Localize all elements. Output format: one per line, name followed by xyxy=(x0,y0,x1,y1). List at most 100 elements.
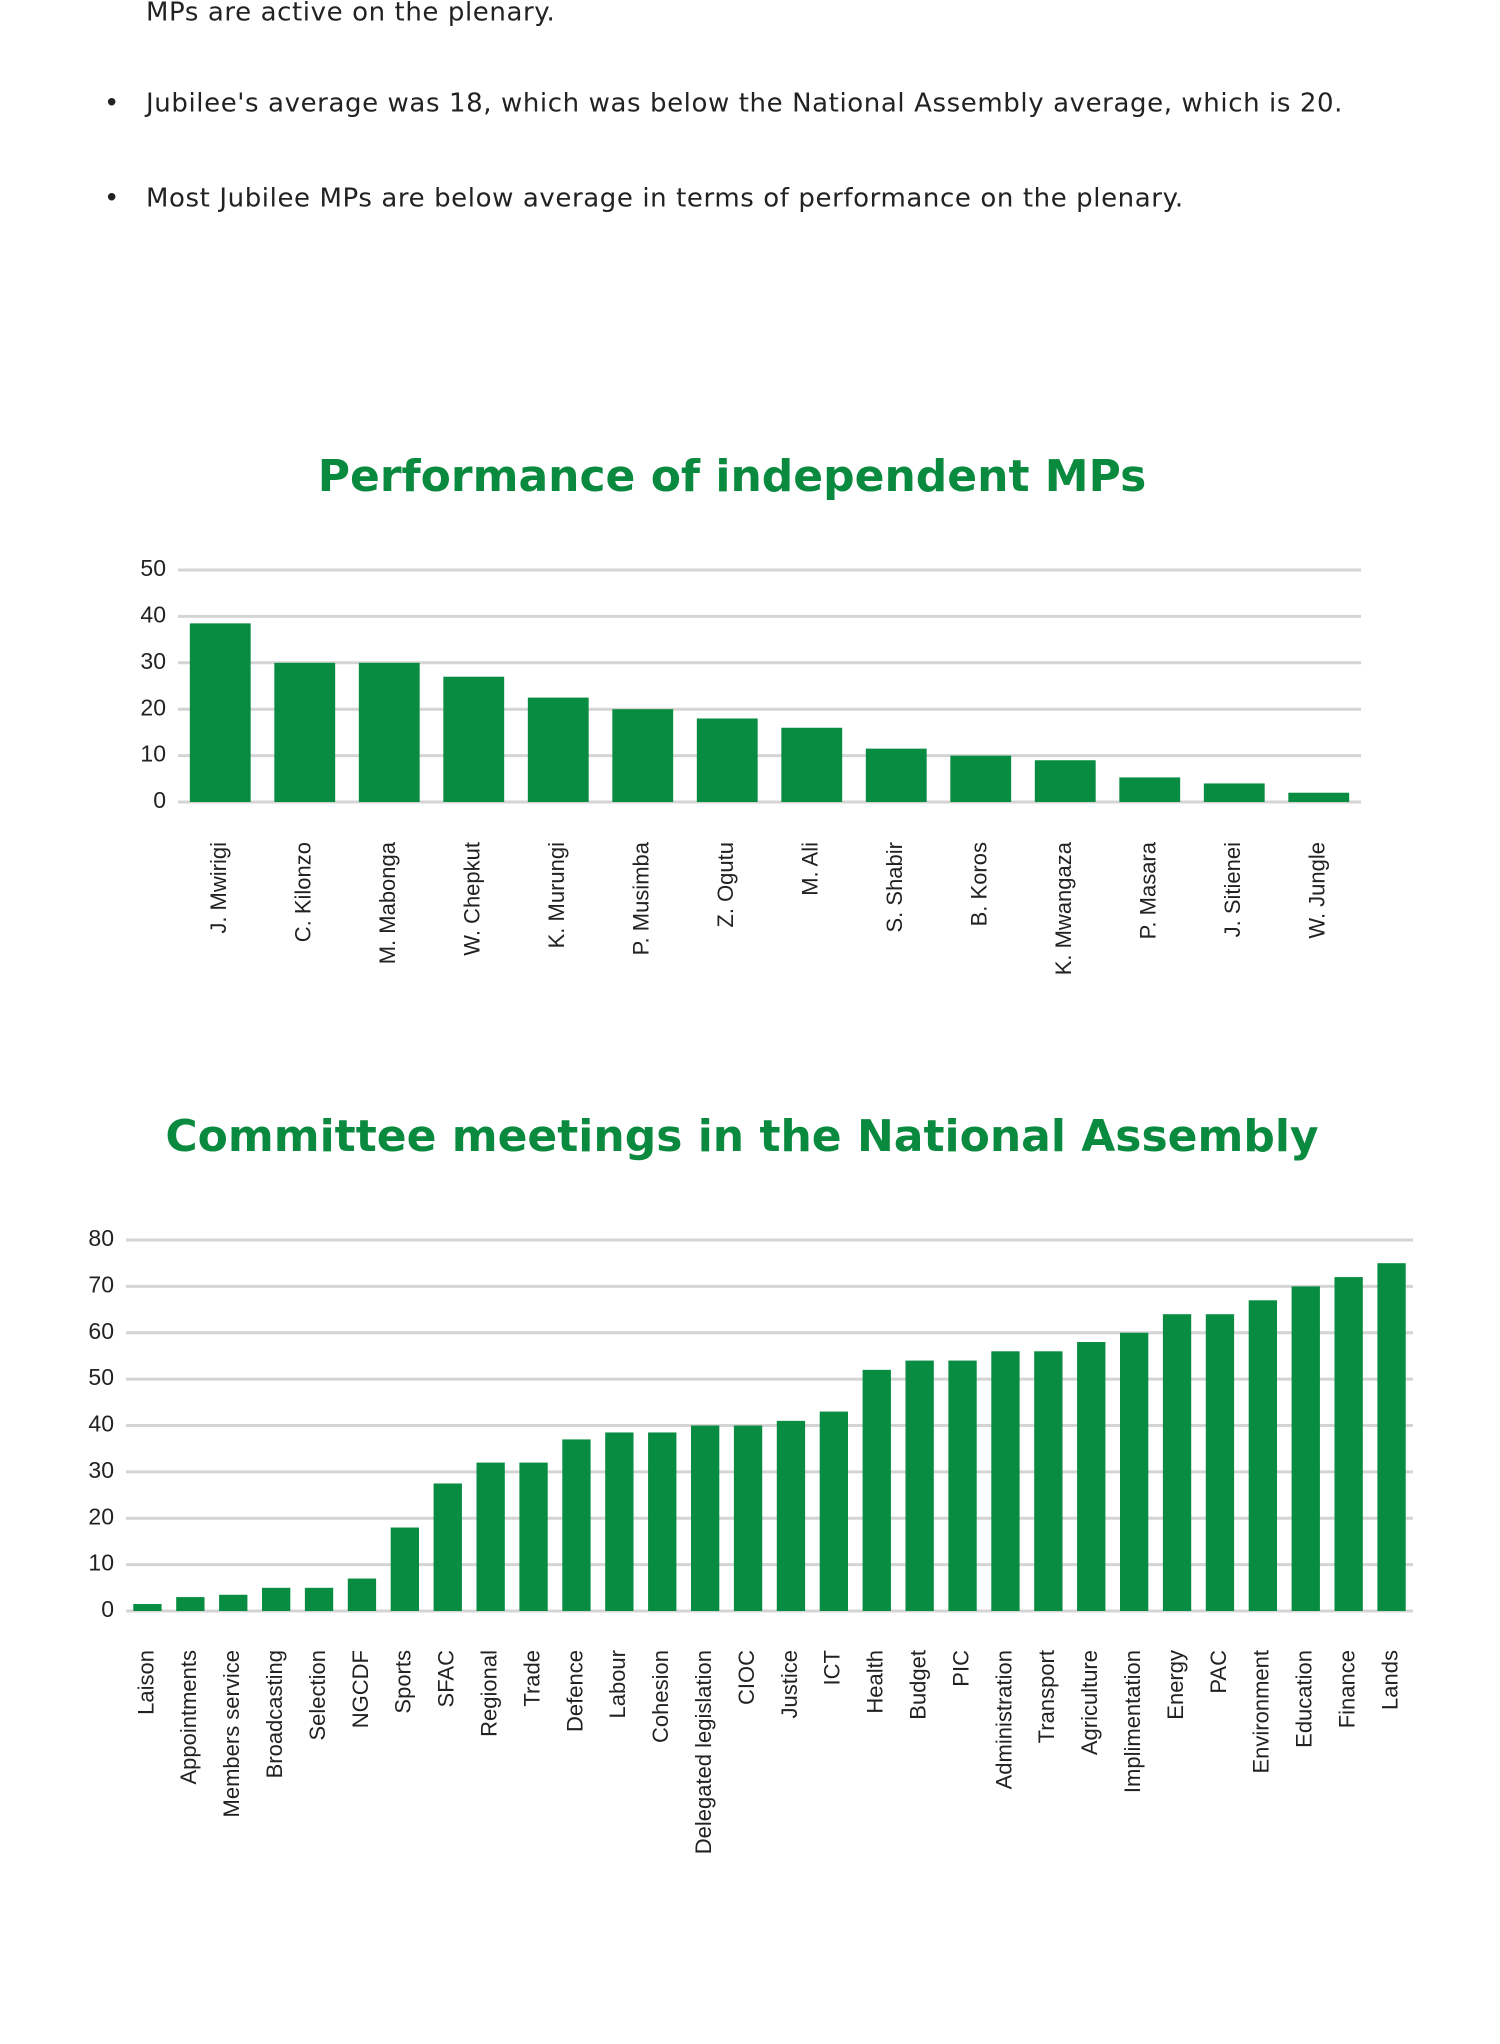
x-tick-label: J. Sitienei xyxy=(1220,842,1245,937)
x-tick-label: Administration xyxy=(991,1650,1016,1789)
y-tick-label: 50 xyxy=(88,1364,114,1390)
y-tick-label: 60 xyxy=(88,1318,114,1344)
x-tick-label: Lands xyxy=(1377,1650,1402,1710)
x-tick-label: M. Ali xyxy=(798,842,823,896)
bar xyxy=(1119,1332,1149,1611)
x-tick-label: Implimentation xyxy=(1120,1650,1145,1793)
x-tick-label: Defence xyxy=(562,1650,587,1732)
bar xyxy=(1334,1277,1363,1611)
bar xyxy=(1034,760,1096,802)
y-tick-label: 10 xyxy=(140,741,166,767)
bar xyxy=(476,1462,505,1611)
y-tick-label: 70 xyxy=(88,1271,114,1297)
x-tick-label: P. Musimba xyxy=(629,841,654,955)
x-tick-label: B. Koros xyxy=(967,842,992,926)
x-tick-label: Appointments xyxy=(176,1650,201,1785)
bar xyxy=(274,662,336,802)
x-tick-label: ICT xyxy=(820,1650,845,1685)
bar xyxy=(905,1360,934,1611)
bar xyxy=(358,662,420,802)
bullet-text: Most Jubilee MPs are below average in te… xyxy=(146,184,1184,214)
bar xyxy=(865,748,927,802)
x-tick-label: Regional xyxy=(476,1650,501,1737)
bar xyxy=(304,1587,334,1611)
bar xyxy=(1119,777,1181,802)
bar xyxy=(648,1432,677,1611)
x-tick-label: J. Mwirigi xyxy=(206,842,231,934)
y-tick-label: 0 xyxy=(153,787,166,813)
x-tick-label: Delegated legislation xyxy=(691,1650,716,1854)
bar xyxy=(1377,1263,1406,1611)
y-tick-label: 30 xyxy=(140,648,166,674)
x-tick-label: Justice xyxy=(777,1650,802,1718)
x-tick-label: Sports xyxy=(391,1650,416,1714)
x-tick-label: K. Murungi xyxy=(544,842,569,948)
bar xyxy=(176,1597,205,1611)
x-tick-label: SFAC xyxy=(434,1650,459,1708)
bar xyxy=(1291,1286,1320,1611)
y-tick-label: 10 xyxy=(88,1550,114,1576)
bar xyxy=(991,1351,1020,1611)
x-tick-label: Laison xyxy=(133,1650,158,1715)
x-tick-label: Labour xyxy=(605,1650,630,1719)
x-tick-label: Education xyxy=(1292,1650,1317,1748)
bullet-text: Jubilee's average was 18, which was belo… xyxy=(144,89,1343,119)
y-tick-label: 80 xyxy=(88,1225,114,1251)
bar xyxy=(390,1527,420,1611)
bar xyxy=(443,676,505,802)
y-tick-label: 20 xyxy=(140,694,166,720)
x-tick-label: C. Kilonzo xyxy=(291,842,316,942)
bar xyxy=(1203,783,1265,802)
bar xyxy=(1077,1342,1106,1611)
x-tick-label: Energy xyxy=(1163,1650,1188,1720)
bar xyxy=(696,718,758,802)
bullet-dot: • xyxy=(104,89,120,119)
bar xyxy=(819,1411,849,1611)
x-tick-label: Transport xyxy=(1034,1650,1059,1743)
x-tick-label: Z. Ogutu xyxy=(713,842,738,928)
bar xyxy=(950,755,1012,802)
bar xyxy=(527,697,589,802)
x-tick-label: Finance xyxy=(1334,1650,1359,1728)
bar xyxy=(612,709,674,802)
bar xyxy=(948,1360,977,1611)
bar xyxy=(219,1594,248,1611)
x-tick-label: P. Masara xyxy=(1136,841,1161,939)
chart-title: Performance of independent MPs xyxy=(318,451,1147,502)
y-tick-label: 40 xyxy=(140,601,166,627)
x-tick-label: Budget xyxy=(905,1650,930,1720)
x-tick-label: K. Mwangaza xyxy=(1051,841,1076,975)
bar xyxy=(1162,1314,1192,1611)
y-tick-label: 30 xyxy=(88,1457,114,1483)
x-tick-label: NGCDF xyxy=(348,1650,373,1728)
bar xyxy=(1034,1351,1063,1611)
bar xyxy=(347,1578,377,1611)
y-tick-label: 0 xyxy=(101,1596,114,1622)
bar xyxy=(781,727,843,802)
bar xyxy=(1248,1300,1278,1611)
bar xyxy=(189,623,251,802)
bar xyxy=(1205,1314,1235,1611)
x-tick-label: Members service xyxy=(219,1650,244,1817)
bar xyxy=(862,1369,891,1611)
bar xyxy=(433,1483,462,1611)
x-tick-label: S. Shabir xyxy=(882,842,907,933)
x-tick-label: Selection xyxy=(305,1650,330,1741)
x-tick-label: M. Mabonga xyxy=(375,841,400,964)
bullet-dot: • xyxy=(104,184,120,214)
x-tick-label: Environment xyxy=(1249,1650,1274,1774)
x-tick-label: W. Chepkut xyxy=(460,842,485,956)
x-tick-label: PIC xyxy=(948,1650,973,1687)
bar xyxy=(261,1587,291,1611)
bar xyxy=(1288,792,1350,802)
y-tick-label: 20 xyxy=(88,1503,114,1529)
x-tick-label: W. Jungle xyxy=(1305,842,1330,939)
x-tick-label: Agriculture xyxy=(1077,1650,1102,1755)
chart-title: Committee meetings in the National Assem… xyxy=(165,1111,1318,1162)
x-tick-label: Health xyxy=(863,1650,888,1714)
bar xyxy=(519,1462,548,1611)
bar xyxy=(133,1604,162,1611)
bar xyxy=(562,1439,591,1611)
x-tick-label: Trade xyxy=(519,1650,544,1707)
bar xyxy=(776,1420,806,1611)
